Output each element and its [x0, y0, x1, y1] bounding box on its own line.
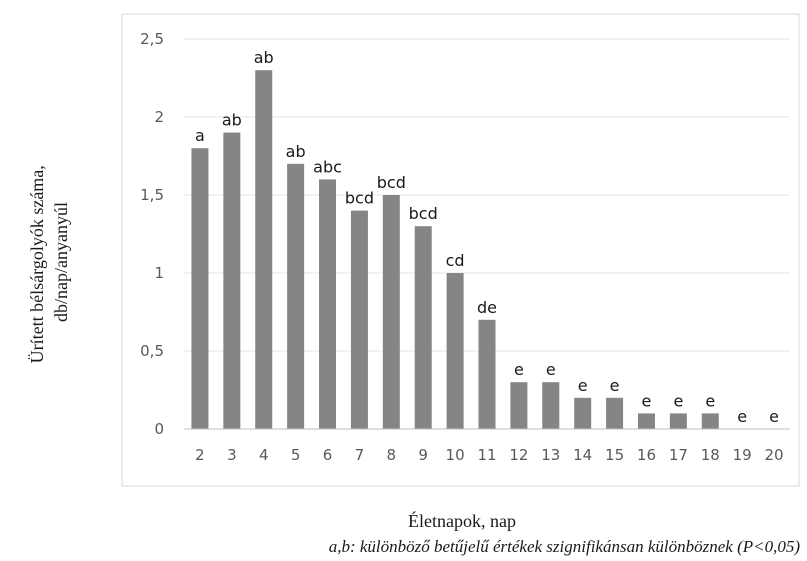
y-tick-label: 0: [154, 420, 164, 438]
x-tick-label: 4: [259, 446, 269, 464]
x-tick-label: 14: [573, 446, 592, 464]
bar: [223, 132, 241, 429]
x-tick-label: 11: [477, 446, 496, 464]
x-tick-label: 17: [669, 446, 688, 464]
bar: [350, 210, 368, 429]
bar-data-label: e: [546, 360, 556, 379]
bar-data-label: a: [195, 126, 205, 145]
bar-data-label: ab: [254, 48, 274, 67]
y-axis-ticks: 0 0,5 1 1,5 2 2,5: [140, 30, 164, 438]
x-axis-ticks: 2 3 4 5 6 7 8 9 10 11 12 13 14 15 16 17 18 19 20: [195, 446, 783, 464]
y-tick-label: 2,5: [140, 30, 164, 48]
bar-data-label: e: [514, 360, 524, 379]
bar: [446, 273, 464, 429]
x-tick-label: 3: [227, 446, 237, 464]
bar-data-label: de: [477, 298, 497, 317]
bar-data-label: cd: [446, 251, 465, 270]
x-tick-label: 16: [637, 446, 656, 464]
bar: [382, 195, 400, 429]
y-tick-label: 2: [154, 108, 164, 126]
y-tick-label: 0,5: [140, 342, 164, 360]
x-tick-label: 8: [387, 446, 397, 464]
bar: [606, 397, 624, 429]
gridlines: [184, 38, 790, 352]
x-axis-title: Életnapok, nap: [408, 510, 516, 531]
x-tick-label: 20: [765, 446, 784, 464]
bar-data-label: e: [610, 376, 620, 395]
bar-data-label: ab: [222, 111, 242, 130]
y-tick-label: 1,5: [140, 186, 164, 204]
bar-data-label: abc: [313, 157, 342, 176]
x-tick-label: 5: [291, 446, 301, 464]
bar: [510, 382, 528, 429]
bar-data-label: e: [642, 391, 652, 410]
bar: [542, 382, 560, 429]
y-axis-title-line-2: db/nap/anyanyúl: [51, 202, 71, 322]
bar: [574, 397, 592, 429]
x-tick-label: 10: [446, 446, 465, 464]
x-tick-label: 9: [418, 446, 428, 464]
bar-data-label: bcd: [409, 204, 438, 223]
bar-data-label: bcd: [345, 189, 374, 208]
bar-data-label: e: [769, 407, 779, 426]
bar: [255, 70, 273, 429]
bar: [669, 413, 687, 429]
x-tick-label: 2: [195, 446, 205, 464]
x-tick-label: 15: [605, 446, 624, 464]
bar: [287, 163, 305, 430]
bar: [414, 226, 432, 429]
bar: [478, 319, 496, 429]
x-tick-label: 19: [733, 446, 752, 464]
x-tick-label: 6: [323, 446, 333, 464]
x-tick-label: 18: [701, 446, 720, 464]
bar: [637, 413, 655, 429]
significance-footnote: a,b: különböző betűjelű értékek szignifi…: [329, 537, 801, 556]
x-tick-label: 12: [509, 446, 528, 464]
bar: [701, 413, 719, 429]
bar-data-label: ab: [286, 142, 306, 161]
bar-data-label: e: [705, 391, 715, 410]
y-axis-title-line-1: Ürített bélsárgolyók száma,: [27, 165, 47, 363]
x-tick-label: 7: [355, 446, 365, 464]
bar-data-label: e: [737, 407, 747, 426]
bar: [191, 148, 209, 429]
y-axis-title: Ürített bélsárgolyók száma, db/nap/anyan…: [27, 161, 71, 364]
bar-data-label: e: [673, 391, 683, 410]
bar-data-label: bcd: [377, 173, 406, 192]
y-tick-label: 1: [154, 264, 164, 282]
bars: [191, 70, 719, 430]
x-tick-label: 13: [541, 446, 560, 464]
bar: [319, 179, 337, 429]
bar-data-label: e: [578, 376, 588, 395]
